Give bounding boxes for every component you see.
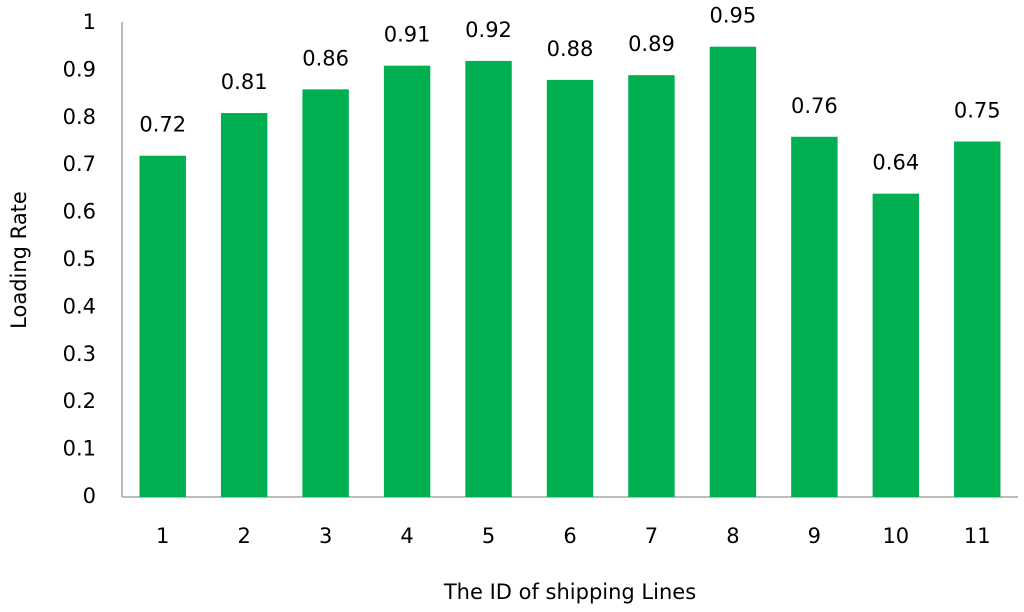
bar bbox=[465, 60, 512, 498]
data-label: 0.72 bbox=[139, 113, 186, 137]
x-tick-label: 7 bbox=[645, 524, 658, 548]
bar bbox=[791, 136, 838, 497]
y-tick-label: 0 bbox=[83, 484, 96, 508]
bar bbox=[302, 89, 349, 498]
x-tick-label: 3 bbox=[319, 524, 332, 548]
x-tick-label: 4 bbox=[400, 524, 413, 548]
x-tick-label: 1 bbox=[156, 524, 169, 548]
data-label: 0.92 bbox=[465, 18, 512, 42]
bar bbox=[954, 141, 1001, 497]
bar bbox=[139, 155, 186, 497]
data-label: 0.75 bbox=[954, 99, 1001, 123]
y-tick-label: 0.7 bbox=[63, 152, 96, 176]
data-label: 0.88 bbox=[547, 37, 594, 61]
bar bbox=[709, 46, 757, 497]
y-tick-label: 0.1 bbox=[63, 437, 96, 461]
data-label: 0.95 bbox=[710, 4, 757, 28]
bar bbox=[872, 193, 920, 497]
data-label: 0.64 bbox=[872, 151, 919, 175]
y-axis-title: Loading Rate bbox=[7, 191, 31, 329]
x-tick-label: 9 bbox=[808, 524, 821, 548]
y-tick-label: 0.6 bbox=[63, 200, 96, 224]
x-tick-label: 10 bbox=[882, 524, 909, 548]
y-tick-label: 0.9 bbox=[63, 57, 96, 81]
data-label: 0.76 bbox=[791, 94, 838, 118]
y-tick-label: 0.2 bbox=[63, 389, 96, 413]
bar bbox=[628, 75, 675, 497]
bar bbox=[220, 113, 268, 497]
x-tick-label: 5 bbox=[482, 524, 495, 548]
x-tick-label: 8 bbox=[726, 524, 739, 548]
y-tick-label: 0.8 bbox=[63, 105, 96, 129]
y-tick-label: 0.3 bbox=[63, 342, 96, 366]
x-axis-title: The ID of shipping Lines bbox=[443, 580, 696, 604]
data-label: 0.91 bbox=[384, 23, 431, 47]
bar bbox=[383, 65, 431, 497]
y-tick-label: 1 bbox=[83, 10, 96, 34]
y-tick-label: 0.4 bbox=[63, 294, 96, 318]
y-tick-label: 0.5 bbox=[63, 247, 96, 271]
x-tick-label: 6 bbox=[563, 524, 576, 548]
data-label: 0.81 bbox=[221, 70, 268, 94]
bar bbox=[546, 79, 594, 497]
data-label: 0.86 bbox=[302, 46, 349, 70]
x-tick-label: 11 bbox=[964, 524, 991, 548]
data-label: 0.89 bbox=[628, 32, 675, 56]
x-tick-label: 2 bbox=[237, 524, 250, 548]
